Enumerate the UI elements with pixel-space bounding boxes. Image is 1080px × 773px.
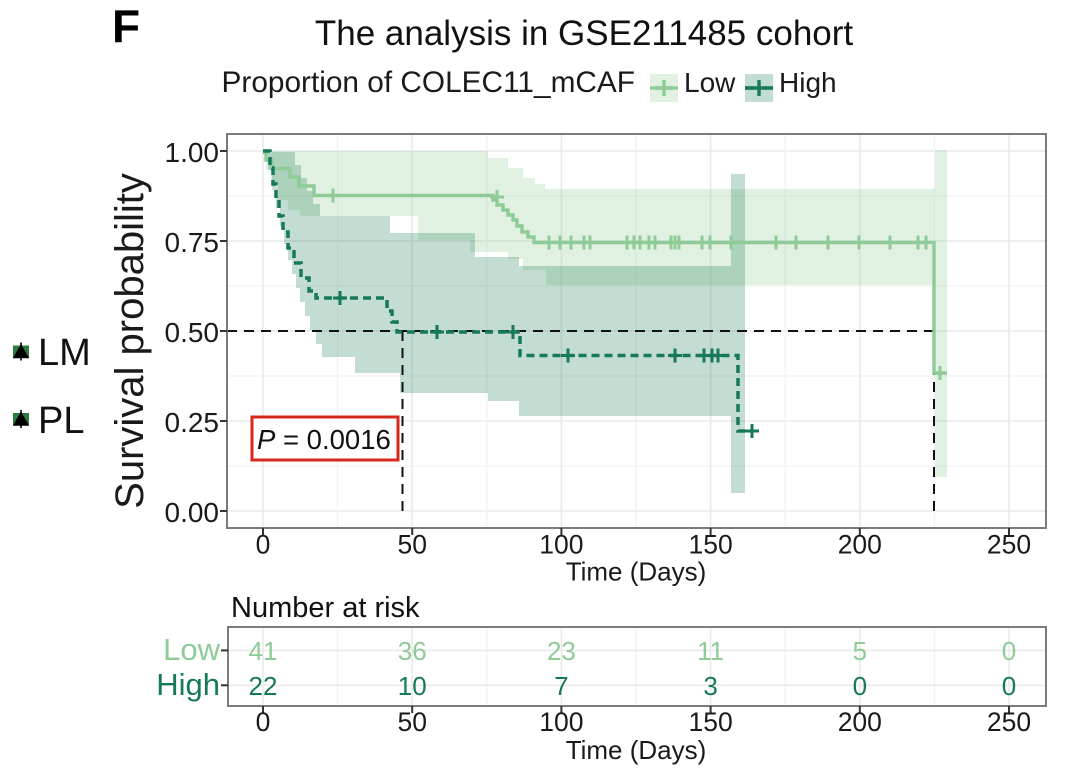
svg-text:0: 0 <box>1002 636 1016 666</box>
svg-text:Low: Low <box>163 632 220 667</box>
svg-text:High: High <box>779 67 837 98</box>
svg-text:100: 100 <box>539 530 583 560</box>
svg-text:Time (Days): Time (Days) <box>566 557 707 587</box>
svg-text:The analysis in GSE211485 coho: The analysis in GSE211485 cohort <box>315 14 854 53</box>
svg-text:0: 0 <box>256 530 271 560</box>
svg-text:LM: LM <box>38 332 91 374</box>
svg-text:7: 7 <box>554 671 568 701</box>
svg-text:1.00: 1.00 <box>165 137 220 168</box>
svg-text:100: 100 <box>539 707 583 737</box>
svg-text:0.00: 0.00 <box>165 497 220 528</box>
svg-text:200: 200 <box>838 530 882 560</box>
svg-text:41: 41 <box>249 636 278 666</box>
svg-text:250: 250 <box>987 707 1031 737</box>
svg-text:5: 5 <box>853 636 867 666</box>
svg-text:0: 0 <box>853 671 867 701</box>
svg-text:200: 200 <box>838 707 882 737</box>
svg-text:11: 11 <box>697 636 724 666</box>
svg-text:0.75: 0.75 <box>165 227 220 258</box>
svg-text:0: 0 <box>1002 671 1016 701</box>
svg-text:36: 36 <box>398 636 427 666</box>
svg-text:0.25: 0.25 <box>165 407 220 438</box>
svg-text:F: F <box>112 0 140 52</box>
svg-text:P = 0.0016: P = 0.0016 <box>257 424 391 455</box>
svg-text:Proportion of COLEC11_mCAF: Proportion of COLEC11_mCAF <box>222 66 635 99</box>
svg-text:250: 250 <box>987 530 1031 560</box>
svg-text:50: 50 <box>397 530 426 560</box>
svg-text:Number at risk: Number at risk <box>231 592 420 624</box>
svg-text:22: 22 <box>249 671 278 701</box>
svg-text:Low: Low <box>684 67 736 98</box>
svg-text:High: High <box>156 667 220 702</box>
svg-text:50: 50 <box>397 707 426 737</box>
svg-text:150: 150 <box>688 530 732 560</box>
svg-text:150: 150 <box>688 707 732 737</box>
svg-text:3: 3 <box>703 671 717 701</box>
svg-text:0: 0 <box>256 707 271 737</box>
svg-text:0.50: 0.50 <box>165 317 220 348</box>
svg-text:Time (Days): Time (Days) <box>566 735 707 765</box>
svg-text:23: 23 <box>547 636 576 666</box>
svg-text:PL: PL <box>38 400 84 442</box>
svg-text:Survival probability: Survival probability <box>108 173 152 509</box>
svg-text:10: 10 <box>398 671 427 701</box>
